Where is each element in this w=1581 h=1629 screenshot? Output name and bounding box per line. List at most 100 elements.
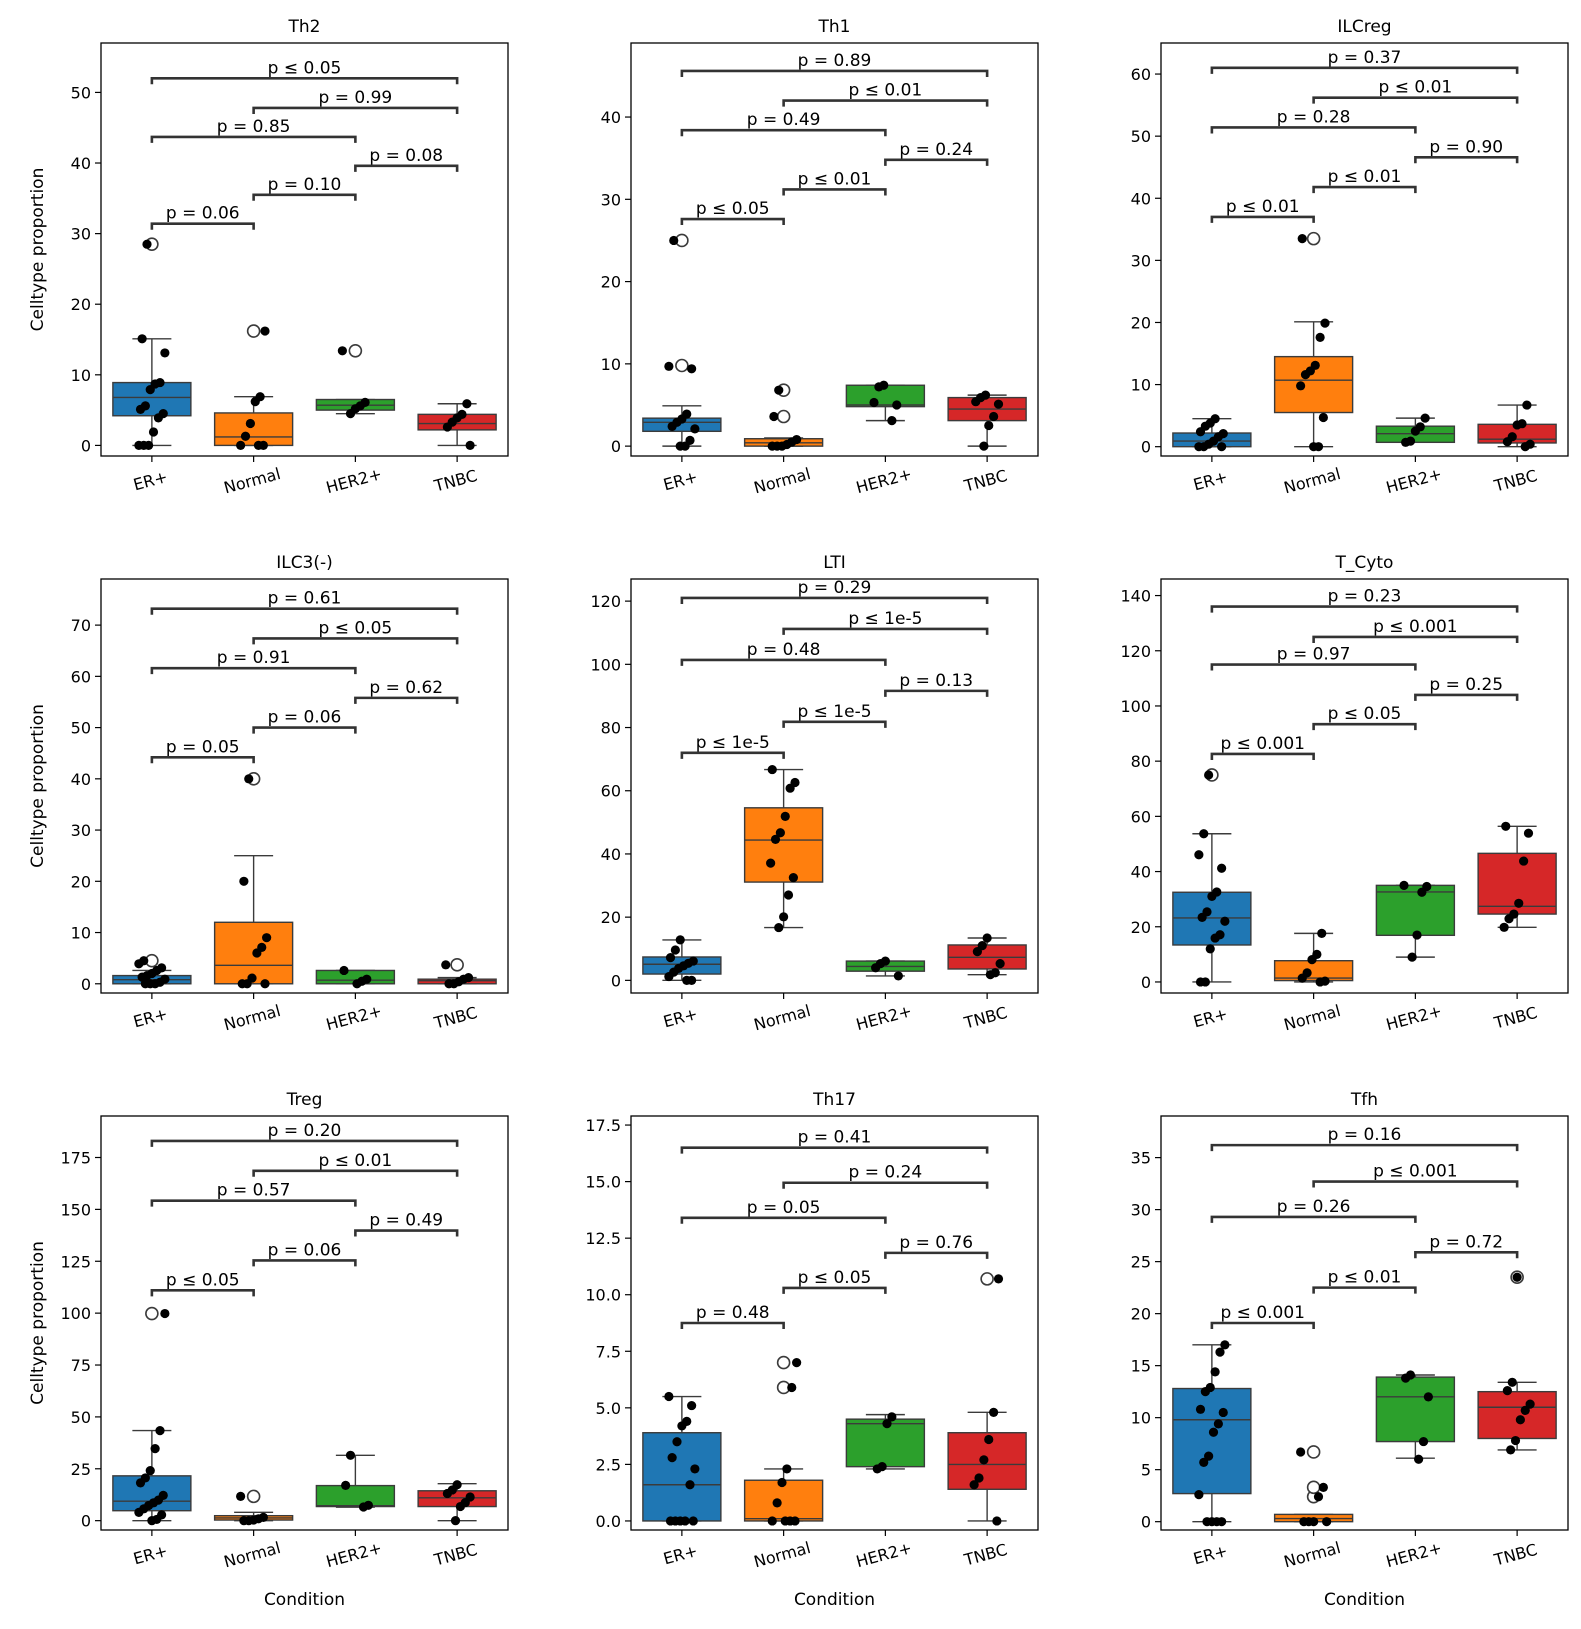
significance-bracket [782,1181,989,1189]
data-point [1205,944,1215,954]
data-point [770,834,781,845]
data-point [766,858,776,868]
data-point [1217,442,1227,452]
significance-bracket [680,1321,785,1329]
data-point [1420,413,1430,423]
data-point [1210,414,1220,424]
data-point [1407,952,1417,962]
panel-t-cyto: T_Cyto 0 20 40 60 80 100 120 140 ER+ Normal HER2+ TN… [1120,553,1569,1034]
data-point [341,1480,351,1490]
y-tick-label: 50 [1131,127,1151,146]
data-point [1205,1382,1215,1393]
x-tick-label: TNBC [431,466,479,496]
y-tick-label: 40 [601,108,621,127]
box-er [112,953,192,989]
y-tick-label: 60 [1131,65,1151,84]
box-iqr [1477,1390,1557,1440]
p-value-label: p = 0.05 [166,737,240,757]
data-point [245,418,255,429]
panel-lti: LTI 0 20 40 60 80 100 120 ER+ Normal HER2+ TNBC p = … [590,553,1039,1034]
significance-bracket [884,158,989,166]
y-tick-label: 0 [81,436,91,455]
data-point [345,1450,356,1460]
significance-bracket [680,596,989,604]
outlier-marker [776,409,791,424]
data-point [974,1473,984,1483]
significance-bracket [782,99,989,107]
data-point [1322,1517,1332,1527]
data-point [990,968,1000,978]
data-point [1523,828,1534,838]
box-tnbc [1477,400,1557,452]
data-point [1202,907,1212,917]
y-axis-label: Celltype proportion [28,168,48,332]
data-point [767,1516,777,1526]
data-point [984,420,994,431]
panel-ilc3-: ILC3(-) 0 10 20 30 40 50 60 70 ER+ Normal HER2+ TNBC… [28,553,509,1034]
x-tick-label: Normal [222,1538,283,1571]
y-tick-label: 100 [590,655,621,674]
y-tick-label: 140 [1120,587,1151,606]
significance-bracket [1210,1143,1519,1152]
data-point [1212,887,1222,897]
x-tick-label: ER+ [661,1004,699,1031]
data-point [160,348,170,358]
data-point [1515,1415,1525,1425]
panel-treg: Treg 0 25 50 75 100 125 150 175 ER+ Normal HER2+ TNB… [28,1090,509,1610]
y-tick-label: 10.0 [585,1286,621,1305]
data-point [1309,1517,1319,1527]
significance-bracket [252,106,459,114]
data-point [1405,436,1416,446]
p-value-label: p ≤ 0.001 [1220,734,1305,754]
p-value-label: p = 0.13 [899,671,973,691]
y-tick-label: 5.0 [596,1399,621,1418]
data-point [155,1425,165,1436]
x-tick-label: Normal [752,1001,813,1034]
outlier-marker [776,1355,791,1370]
box-iqr [1375,1376,1456,1443]
data-point [782,1464,792,1474]
data-point [980,390,991,400]
y-tick-label: 100 [60,1304,91,1323]
data-point [688,956,698,966]
significance-bracket [1210,66,1519,74]
p-value-label: p = 0.05 [747,1198,821,1218]
data-point [158,1490,168,1500]
data-point [783,890,794,900]
data-point [363,1500,373,1510]
axes-frame [630,578,1039,994]
y-tick-label: 40 [601,845,621,864]
data-point [1506,1445,1516,1455]
data-point [992,1516,1002,1526]
y-tick-label: 30 [71,225,91,244]
x-tick-label: TNBC [961,1003,1009,1033]
y-tick-label: 25 [1131,1253,1151,1272]
data-point [670,945,680,955]
data-point [788,873,798,883]
y-tick-label: 30 [601,190,621,209]
data-point [989,1407,999,1417]
data-point [1302,968,1312,978]
box-iqr [642,1432,722,1522]
data-point [995,959,1005,969]
box-tnbc [947,933,1027,980]
significance-bracket [150,1199,357,1207]
data-point [465,1492,475,1502]
p-value-label: p = 0.61 [268,589,342,609]
y-tick-label: 20 [71,295,91,314]
y-tick-label: 30 [71,821,91,840]
data-point [1320,976,1330,986]
box-normal [1273,231,1354,452]
p-value-label: p ≤ 0.05 [166,1270,240,1290]
significance-bracket [1210,215,1315,223]
p-value-label: p ≤ 0.01 [1328,1268,1402,1288]
data-point [260,979,270,989]
significance-bracket [680,217,785,226]
box-her2 [1375,1370,1456,1464]
data-point [1312,949,1322,959]
x-tick-label: HER2+ [324,1538,384,1571]
data-point [452,1480,462,1490]
box-er [1172,768,1252,987]
p-value-label: p = 0.23 [1328,587,1402,607]
data-point [144,440,154,451]
